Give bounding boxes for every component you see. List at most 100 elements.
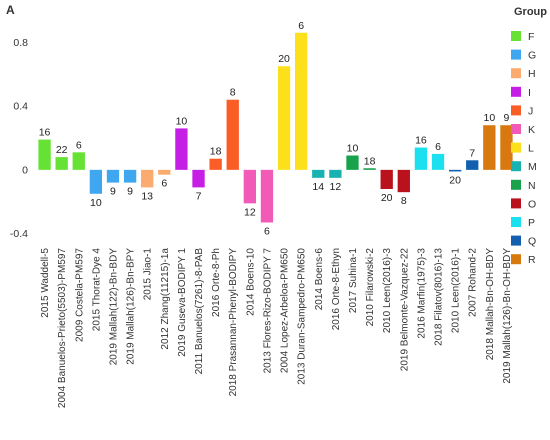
legend-label: Q: [528, 236, 536, 248]
bar: [397, 169, 410, 193]
legend-swatch: [511, 142, 521, 153]
legend-swatch: [511, 49, 521, 60]
bar-value-label: 9: [127, 186, 133, 198]
x-category-label: 2013 Flores-Rizo-BODIPY 7: [262, 248, 273, 374]
legend-label: L: [528, 143, 534, 155]
bar-value-label: 7: [196, 190, 202, 202]
bar: [260, 169, 274, 223]
bars: [38, 32, 513, 223]
x-category-label: 2019 Mallah(126)-Bn-BPY: [126, 248, 137, 365]
legend-label: J: [528, 105, 533, 117]
y-axis: -0.4 0 0.4 0.8: [10, 37, 28, 240]
bar: [431, 153, 445, 170]
bar: [448, 169, 462, 172]
bar-value-label: 22: [56, 144, 68, 156]
y-tick-label: 0.8: [13, 37, 28, 49]
x-category-label: 2011 Banuelos(7261)-8-PAB: [194, 248, 205, 375]
legend-swatch: [511, 254, 521, 265]
bar: [346, 155, 359, 170]
legend-label: F: [528, 31, 534, 43]
bar-value-label: 14: [312, 181, 324, 193]
bar-value-label: 20: [278, 53, 290, 65]
bar-value-label: 10: [176, 115, 188, 127]
bar: [312, 169, 325, 178]
x-category-label: 2004 Lopez-Arbeloa-PM650: [280, 248, 291, 374]
x-category-label: 2019 Guseva-BODIPY 1: [177, 248, 188, 357]
x-category-label: 2004 Banuelos-Prieto(5503)-PM597: [57, 248, 68, 409]
x-category-label: 2016 Orte-8-Ph: [211, 248, 222, 317]
legend-swatch: [511, 124, 521, 134]
legend-swatch: [511, 86, 521, 97]
x-category-label: 2010 Leen(2016)-1: [451, 248, 462, 334]
bar-value-label: 10: [90, 197, 102, 209]
bar-value-label: 13: [141, 190, 153, 202]
bar: [226, 99, 239, 170]
legend-swatch: [511, 68, 521, 79]
x-category-label: 2016 Orte-8-Ethyn: [331, 248, 342, 330]
x-category-label: 2009 Costela-PM597: [74, 248, 85, 342]
bar: [72, 152, 85, 170]
bar-value-label: 20: [381, 192, 393, 204]
panel-letter: A: [6, 3, 15, 17]
bar-value-label: 8: [401, 195, 407, 207]
x-category-label: 2010 Filarowski-2: [365, 248, 376, 327]
legend-label: K: [528, 124, 535, 136]
bar-value-label: 7: [469, 147, 475, 159]
x-category-label: 2019 Belmonte-Vazquez-22: [399, 248, 410, 372]
x-category-label: 2014 Boens-10: [245, 248, 256, 316]
x-axis-labels: 2015 Waddell-5 2004 Banuelos-Prieto(5503)…: [40, 248, 513, 409]
bar: [363, 168, 376, 170]
legend-label: R: [528, 254, 536, 266]
x-category-label: 2018 Mallah-Bn-OH-BDY: [485, 248, 496, 361]
bar-value-label: 9: [110, 186, 116, 198]
x-category-label: 2012 Zhang(11215)-1a: [160, 248, 171, 350]
x-category-label: 2019 Mallah(122)-Bn-BDY: [108, 248, 119, 366]
bar: [123, 169, 137, 183]
y-tick-label: 0: [22, 164, 28, 176]
bar: [466, 160, 479, 170]
legend-swatch: [511, 198, 521, 209]
legend-swatch: [511, 235, 521, 246]
legend-label: M: [528, 161, 537, 173]
bar-value-label: 20: [449, 174, 461, 186]
bar-value-label: 6: [264, 225, 270, 237]
bar: [414, 147, 428, 170]
x-category-label: 2015 Thorat-Dye 4: [91, 248, 102, 332]
legend-label: G: [528, 50, 536, 62]
x-category-label: 2014 Boens-6: [314, 248, 325, 311]
bar-value-label: 10: [483, 112, 495, 124]
bar-value-label: 12: [244, 206, 256, 218]
y-tick-label: 0.4: [13, 101, 28, 113]
bar: [55, 157, 68, 170]
bar-value-label: 18: [364, 155, 376, 167]
bar: [295, 32, 308, 170]
bar: [141, 169, 154, 188]
x-category-label: 2016 Marfin(1975)-3: [416, 248, 427, 339]
bar: [89, 169, 103, 194]
bar-value-label: 18: [210, 146, 222, 158]
bar-value-label: 6: [435, 141, 441, 153]
legend-label: H: [528, 68, 536, 80]
bar: [192, 169, 205, 188]
legend-title: Group: [514, 6, 547, 18]
bar: [380, 169, 393, 189]
legend-swatch: [511, 161, 521, 172]
legend-label: I: [528, 87, 531, 99]
bar-value-label: 8: [230, 87, 236, 99]
legend-swatch: [511, 31, 521, 41]
legend-swatch: [511, 179, 521, 190]
x-category-label: 2019 Mallah(126)-Bn-OH-BDY: [502, 248, 513, 384]
bar: [277, 66, 291, 170]
x-category-label: 2018 Filatov(8016)-13: [434, 248, 445, 346]
bar: [175, 128, 188, 170]
x-category-label: 2015 Jiao-1: [143, 248, 154, 301]
y-tick-label: -0.4: [10, 228, 28, 240]
bar: [209, 158, 222, 170]
bar-value-label: 6: [161, 178, 167, 190]
bar-value-label: 16: [415, 135, 427, 147]
bar-value-label: 6: [76, 139, 82, 151]
